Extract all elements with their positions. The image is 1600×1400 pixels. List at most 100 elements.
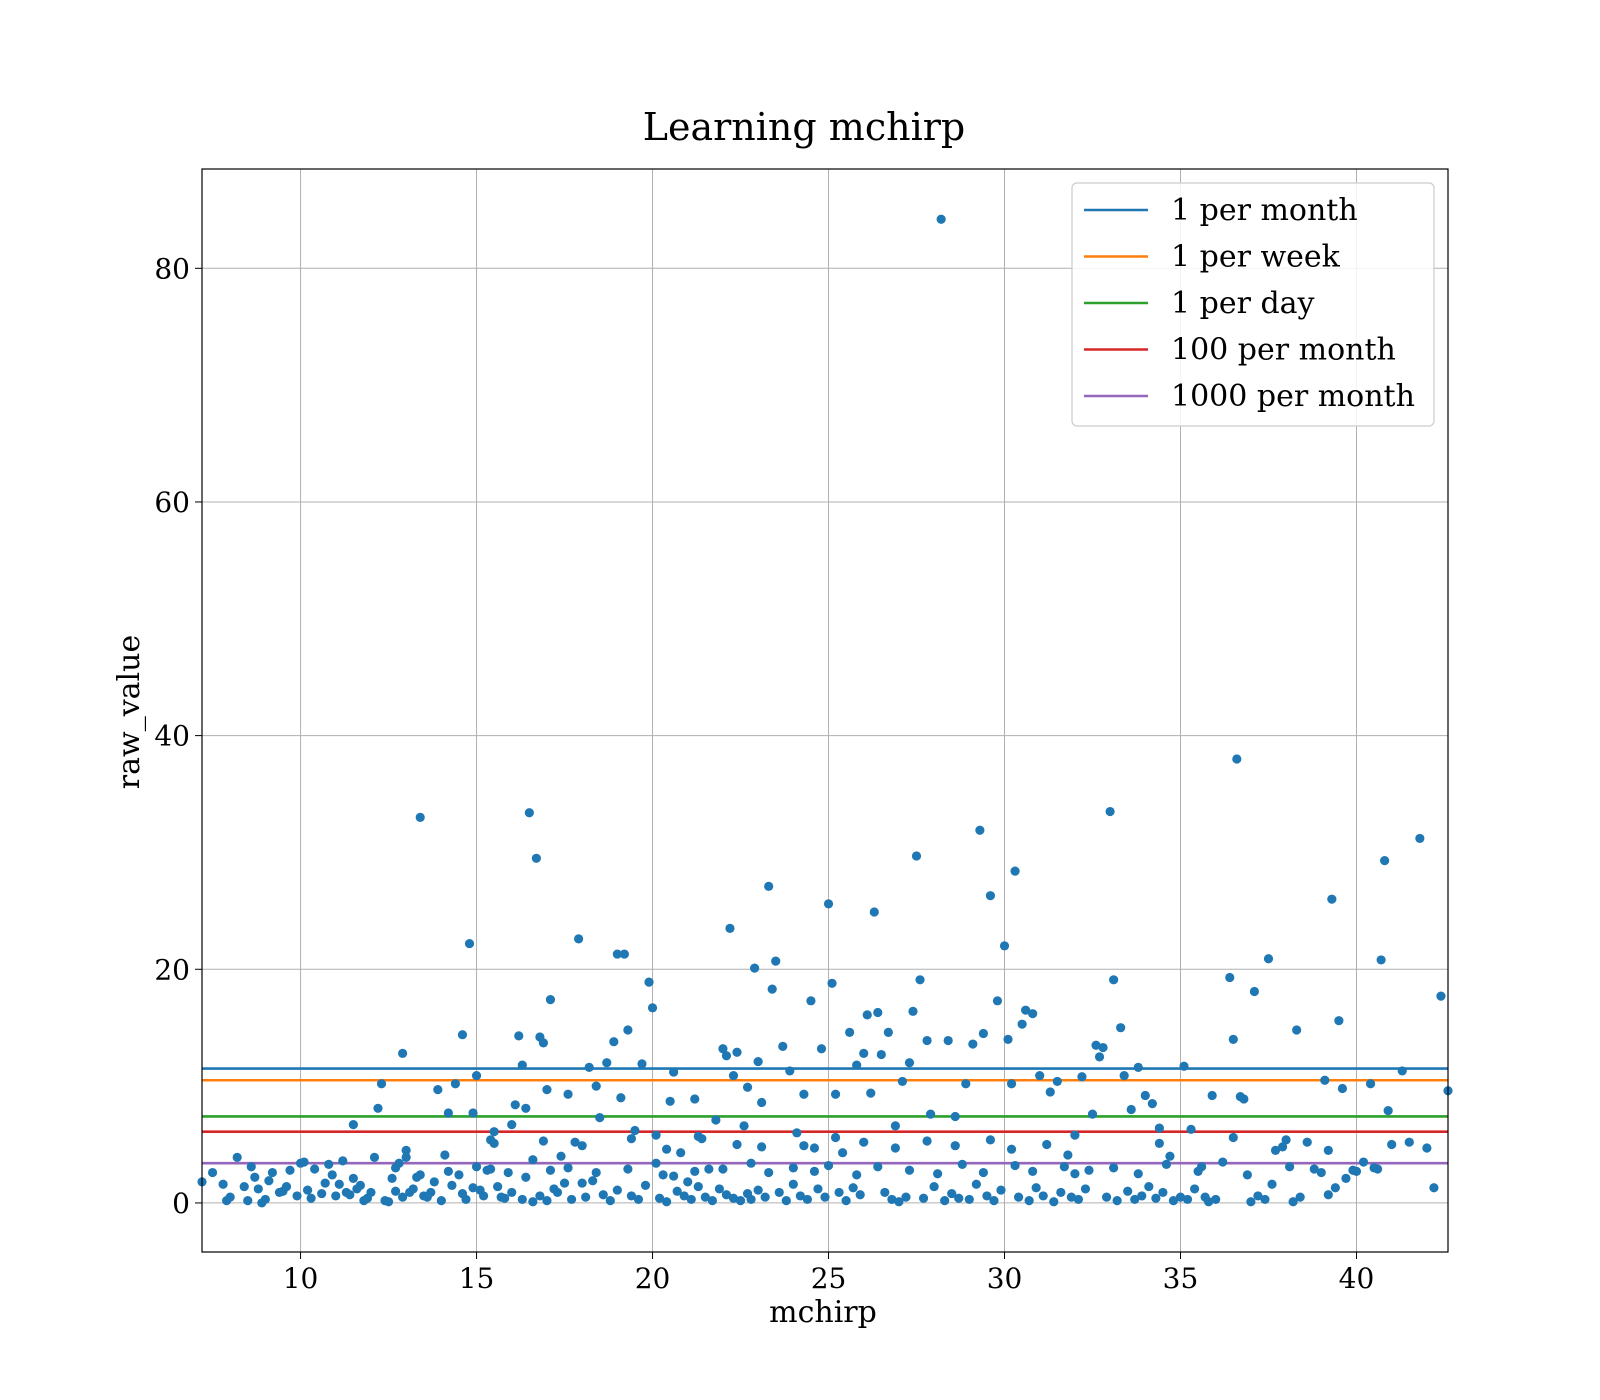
data-point [267, 1167, 277, 1178]
data-point [873, 1162, 883, 1172]
chart-title: Learning mchirp [643, 105, 965, 149]
data-point [376, 1079, 387, 1089]
data-point [1228, 1034, 1238, 1044]
data-point [662, 1144, 672, 1154]
data-point [1380, 856, 1390, 866]
data-point [542, 1195, 552, 1206]
data-point [778, 1041, 788, 1051]
data-point [1130, 1194, 1140, 1205]
data-point [985, 1135, 996, 1145]
x-tick-label: 20 [635, 1262, 671, 1295]
data-point [528, 1197, 538, 1207]
data-point [1323, 1145, 1333, 1155]
data-point [943, 1035, 953, 1046]
data-point [894, 1197, 904, 1207]
data-point [1161, 1159, 1172, 1169]
data-point [908, 1006, 918, 1016]
data-point [401, 1145, 411, 1155]
data-point [320, 1178, 330, 1188]
data-point [961, 1079, 971, 1089]
data-point [764, 1167, 774, 1178]
data-point [792, 1128, 802, 1138]
data-point [1218, 1157, 1228, 1167]
data-point [1292, 1025, 1302, 1035]
data-point [925, 1109, 936, 1119]
data-point [992, 996, 1003, 1006]
data-point [975, 825, 985, 835]
data-point [788, 1163, 798, 1173]
data-point [859, 1137, 869, 1147]
data-point [302, 1185, 313, 1195]
data-point [521, 1103, 531, 1113]
data-point [866, 1088, 876, 1098]
data-point [845, 1027, 855, 1037]
data-point [880, 1187, 890, 1198]
data-point [260, 1194, 270, 1205]
data-point [317, 1188, 327, 1199]
data-point [517, 1194, 527, 1205]
data-point [1133, 1062, 1143, 1073]
data-point [1063, 1150, 1073, 1160]
data-point [359, 1195, 369, 1206]
data-point [982, 1191, 992, 1201]
data-point [848, 1183, 858, 1193]
data-point [834, 1187, 844, 1198]
data-point [1084, 1165, 1094, 1175]
data-point [331, 1191, 341, 1201]
data-point [489, 1127, 499, 1137]
data-point [1351, 1166, 1362, 1176]
data-point [753, 1185, 763, 1195]
data-point [218, 1179, 228, 1189]
data-point [521, 1172, 531, 1182]
data-point [1165, 1151, 1175, 1161]
data-point [433, 1085, 443, 1095]
data-point [581, 1192, 591, 1202]
data-point [978, 1028, 988, 1039]
data-point [633, 1194, 644, 1205]
data-point [440, 1150, 450, 1160]
data-point [1116, 1023, 1126, 1033]
data-point [654, 1193, 665, 1203]
data-point [1024, 1195, 1034, 1206]
data-point [285, 1165, 295, 1175]
data-point [415, 1170, 425, 1180]
data-point [746, 1194, 756, 1205]
data-point [486, 1164, 496, 1174]
data-point [612, 1185, 622, 1195]
data-point [837, 1148, 848, 1158]
data-point [415, 812, 425, 822]
data-point [788, 1179, 798, 1189]
data-point [859, 1048, 869, 1058]
data-point [897, 1076, 908, 1087]
data-point [1186, 1124, 1196, 1134]
data-point [732, 1139, 742, 1150]
data-point [672, 1186, 682, 1196]
data-point [887, 1194, 897, 1205]
data-point [1010, 866, 1020, 876]
data-point [507, 1120, 517, 1130]
data-point [514, 1031, 524, 1041]
data-point [468, 1108, 478, 1118]
data-point [1038, 1191, 1048, 1201]
data-point [1309, 1164, 1319, 1174]
data-point [619, 949, 629, 959]
data-point [556, 1151, 566, 1161]
data-point [1327, 894, 1337, 904]
data-point [855, 1190, 865, 1200]
data-point [1242, 1170, 1252, 1180]
data-point [383, 1197, 394, 1207]
data-point [1035, 1070, 1045, 1081]
legend-label: 1 per month [1171, 193, 1358, 228]
data-point [665, 1096, 675, 1106]
data-point [1094, 1052, 1105, 1062]
data-point [623, 1025, 633, 1035]
y-axis-ticks: 0 20 40 60 80 [154, 252, 202, 1220]
data-point [964, 1194, 974, 1205]
data-point [630, 1125, 640, 1136]
data-point [753, 1056, 763, 1067]
data-point [904, 1058, 915, 1068]
y-tick-label: 80 [154, 252, 190, 285]
data-point [718, 1164, 728, 1174]
data-point [390, 1186, 401, 1196]
